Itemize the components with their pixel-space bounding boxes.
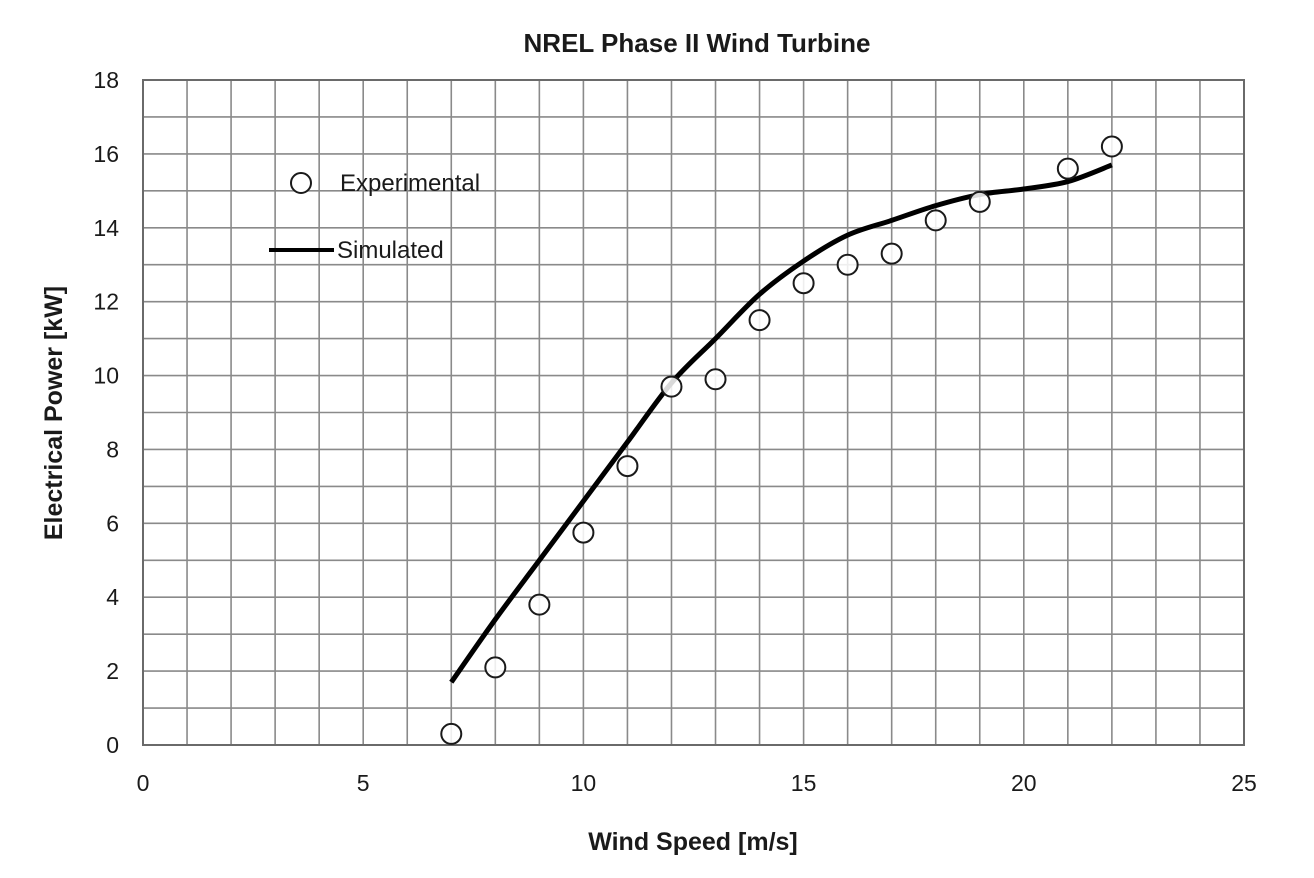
y-tick-label: 18 (93, 67, 119, 93)
y-tick-label: 2 (106, 658, 119, 684)
experimental-point (1100, 135, 1123, 158)
x-tick-label: 10 (571, 770, 597, 796)
x-tick-label: 25 (1231, 770, 1257, 796)
experimental-point (748, 309, 771, 332)
legend-label-simulated: Simulated (337, 237, 444, 264)
y-tick-label: 12 (93, 289, 119, 315)
experimental-point (440, 722, 463, 745)
experimental-point (924, 209, 947, 232)
experimental-point (836, 253, 859, 276)
experimental-point (792, 272, 815, 295)
legend-label-experimental: Experimental (340, 170, 480, 197)
x-axis-label: Wind Speed [m/s] (588, 828, 798, 856)
y-tick-label: 10 (93, 363, 119, 389)
y-tick-label: 6 (106, 510, 119, 536)
x-tick-label: 5 (357, 770, 370, 796)
legend: Experimental Simulated (269, 170, 480, 264)
experimental-point (528, 593, 551, 616)
y-axis-label: Electrical Power [kW] (40, 286, 68, 540)
plot-frame (142, 79, 1245, 746)
y-tick-labels: 0 2 4 6 8 10 12 14 16 18 (93, 67, 119, 758)
x-tick-label: 15 (791, 770, 817, 796)
y-tick-label: 4 (106, 584, 119, 610)
y-tick-label: 8 (106, 436, 119, 462)
y-tick-label: 14 (93, 215, 119, 241)
x-tick-label: 0 (137, 770, 150, 796)
legend-marker-experimental (290, 172, 312, 194)
simulated-series (449, 162, 1113, 684)
experimental-point (484, 656, 507, 679)
experimental-point (660, 375, 683, 398)
experimental-point (968, 190, 991, 213)
chart-title: NREL Phase II Wind Turbine (524, 28, 871, 58)
experimental-point (704, 368, 727, 391)
experimental-point (880, 242, 903, 265)
grid (142, 79, 1245, 746)
y-tick-label: 16 (93, 141, 119, 167)
experimental-series (440, 135, 1123, 745)
experimental-point (616, 455, 639, 478)
experimental-point (1056, 157, 1079, 180)
simulated-line (449, 162, 1113, 684)
y-tick-label: 0 (106, 732, 119, 758)
x-tick-labels: 0 5 10 15 20 25 (137, 770, 1257, 796)
x-tick-label: 20 (1011, 770, 1037, 796)
experimental-point (572, 521, 595, 544)
